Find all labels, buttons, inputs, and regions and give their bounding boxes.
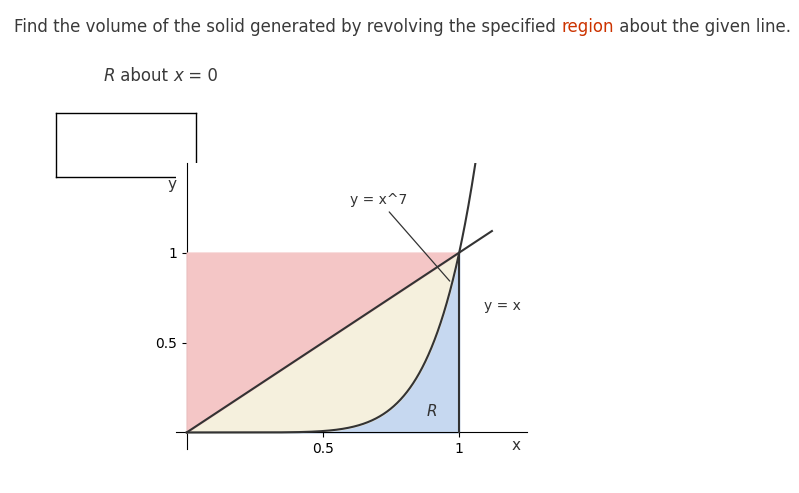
Text: y = x: y = x	[483, 299, 521, 313]
Text: x: x	[512, 438, 521, 454]
Text: y: y	[167, 177, 177, 192]
Text: about: about	[115, 68, 173, 85]
Text: region: region	[562, 18, 614, 36]
Text: y = x^7: y = x^7	[350, 193, 450, 281]
Text: R: R	[104, 68, 115, 85]
Text: Find the volume of the solid generated by revolving the specified: Find the volume of the solid generated b…	[14, 18, 562, 36]
Text: = 0: = 0	[184, 68, 218, 85]
Text: R: R	[427, 404, 437, 419]
Text: about the given line.: about the given line.	[614, 18, 791, 36]
Text: x: x	[173, 68, 184, 85]
